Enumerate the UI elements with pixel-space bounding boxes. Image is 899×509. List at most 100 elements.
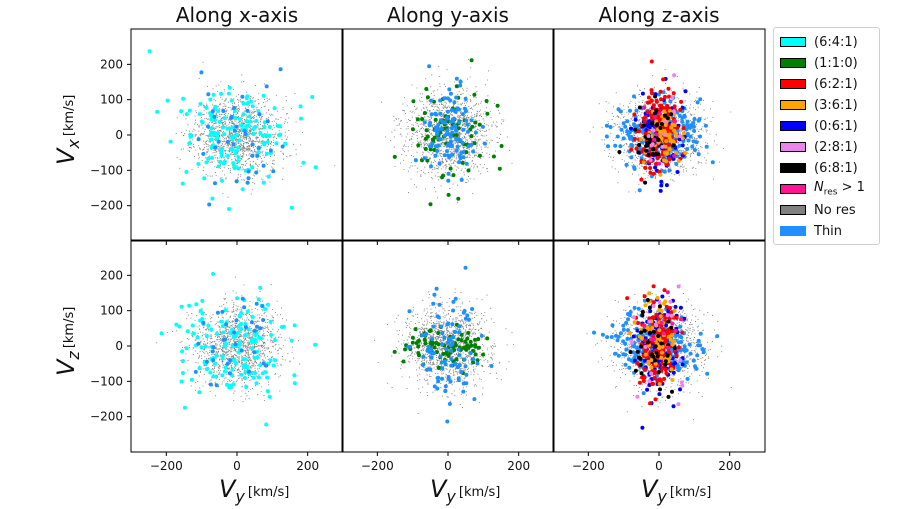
data-point — [642, 133, 644, 135]
data-point — [252, 181, 254, 183]
data-point — [257, 170, 259, 172]
data-point — [271, 121, 273, 123]
data-point — [247, 158, 250, 160]
data-point — [231, 133, 233, 135]
data-point — [419, 99, 421, 101]
data-point — [445, 149, 449, 154]
data-point — [185, 129, 187, 131]
data-point — [412, 110, 414, 112]
data-point — [208, 97, 213, 102]
data-point — [700, 129, 702, 131]
data-point — [500, 123, 502, 125]
data-point — [239, 130, 241, 132]
data-point — [256, 124, 259, 126]
data-point — [437, 89, 439, 91]
data-point — [466, 178, 468, 180]
data-point — [722, 147, 725, 149]
data-point — [606, 144, 610, 149]
data-point — [463, 137, 465, 139]
data-point — [215, 151, 217, 153]
data-point — [446, 192, 451, 197]
data-point — [432, 104, 434, 106]
data-point — [445, 139, 447, 141]
data-point — [612, 156, 615, 158]
data-point — [442, 151, 444, 153]
data-point — [503, 119, 505, 121]
data-point — [227, 136, 229, 138]
data-point — [417, 124, 419, 126]
data-point — [286, 156, 288, 158]
data-point — [211, 122, 213, 124]
data-point — [696, 118, 701, 123]
data-point — [209, 141, 212, 143]
data-point — [420, 175, 422, 177]
data-point — [615, 124, 617, 126]
data-point — [415, 108, 417, 110]
data-point — [474, 139, 476, 141]
data-point — [423, 147, 428, 151]
data-point — [267, 125, 272, 129]
data-point — [470, 123, 472, 125]
data-point — [462, 121, 464, 123]
data-point — [470, 147, 473, 149]
data-point — [429, 158, 431, 160]
data-point — [442, 161, 444, 163]
data-point — [479, 114, 481, 117]
data-point — [239, 99, 242, 101]
data-point — [419, 93, 421, 95]
data-point — [215, 135, 220, 140]
data-point — [471, 140, 473, 142]
data-point — [632, 94, 636, 99]
data-point — [432, 126, 434, 129]
data-point — [227, 145, 230, 147]
data-point — [407, 170, 409, 172]
data-point — [645, 169, 647, 171]
data-point — [276, 138, 278, 140]
data-point — [463, 149, 465, 151]
data-point — [436, 106, 438, 108]
data-point — [446, 106, 448, 108]
data-point — [682, 158, 684, 160]
data-point — [225, 163, 227, 165]
data-point — [686, 138, 691, 143]
data-point — [696, 97, 698, 99]
data-point — [249, 161, 251, 163]
data-point — [250, 131, 252, 133]
data-point — [247, 147, 249, 149]
data-point — [427, 156, 429, 158]
data-point — [197, 154, 199, 156]
data-point — [481, 101, 483, 103]
data-point — [625, 142, 628, 144]
data-point — [653, 87, 655, 89]
data-point — [425, 155, 428, 157]
data-point — [610, 156, 612, 158]
data-point — [440, 156, 443, 158]
data-point — [244, 138, 246, 140]
data-point — [210, 155, 214, 160]
data-point — [237, 128, 239, 130]
data-point — [277, 124, 282, 129]
data-point — [428, 138, 430, 140]
data-point — [243, 153, 245, 155]
data-point — [645, 108, 647, 110]
data-point — [459, 151, 464, 155]
data-point — [194, 119, 197, 121]
data-point — [669, 166, 671, 168]
data-point — [244, 119, 249, 124]
data-point — [231, 122, 233, 124]
data-point — [224, 138, 226, 140]
data-point — [692, 174, 694, 176]
data-point — [262, 155, 264, 157]
data-point — [200, 135, 202, 137]
data-point — [625, 138, 627, 140]
data-point — [269, 156, 272, 158]
data-point — [495, 126, 498, 128]
data-point — [227, 101, 229, 103]
data-point — [446, 69, 448, 71]
data-point — [251, 150, 253, 152]
series-thin — [413, 64, 487, 183]
data-point — [247, 150, 249, 152]
data-point — [208, 161, 210, 163]
data-point — [259, 135, 261, 137]
data-point — [219, 130, 221, 132]
